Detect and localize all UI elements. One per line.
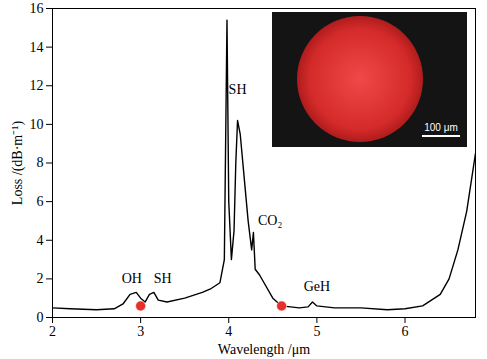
- svg-text:0: 0: [37, 310, 44, 325]
- svg-text:10: 10: [30, 117, 44, 132]
- svg-text:SH: SH: [229, 82, 247, 97]
- svg-text:4: 4: [37, 233, 44, 248]
- svg-text:8: 8: [37, 155, 44, 170]
- svg-text:2: 2: [49, 324, 56, 339]
- svg-text:2: 2: [37, 271, 44, 286]
- svg-text:Loss /(dB·m⁻¹): Loss /(dB·m⁻¹): [10, 121, 26, 206]
- svg-text:CO₂: CO₂: [258, 213, 282, 228]
- svg-text:14: 14: [30, 40, 44, 55]
- svg-text:12: 12: [30, 78, 44, 93]
- svg-text:Wavelength /μm: Wavelength /μm: [218, 342, 310, 357]
- svg-text:6: 6: [402, 324, 409, 339]
- svg-text:GeH: GeH: [304, 279, 330, 294]
- svg-text:SH: SH: [154, 271, 172, 286]
- svg-text:100 μm: 100 μm: [424, 122, 458, 133]
- svg-text:16: 16: [30, 1, 44, 16]
- svg-text:OH: OH: [122, 271, 142, 286]
- svg-text:6: 6: [37, 194, 44, 209]
- svg-text:4: 4: [225, 324, 232, 339]
- svg-text:5: 5: [313, 324, 320, 339]
- svg-text:3: 3: [137, 324, 144, 339]
